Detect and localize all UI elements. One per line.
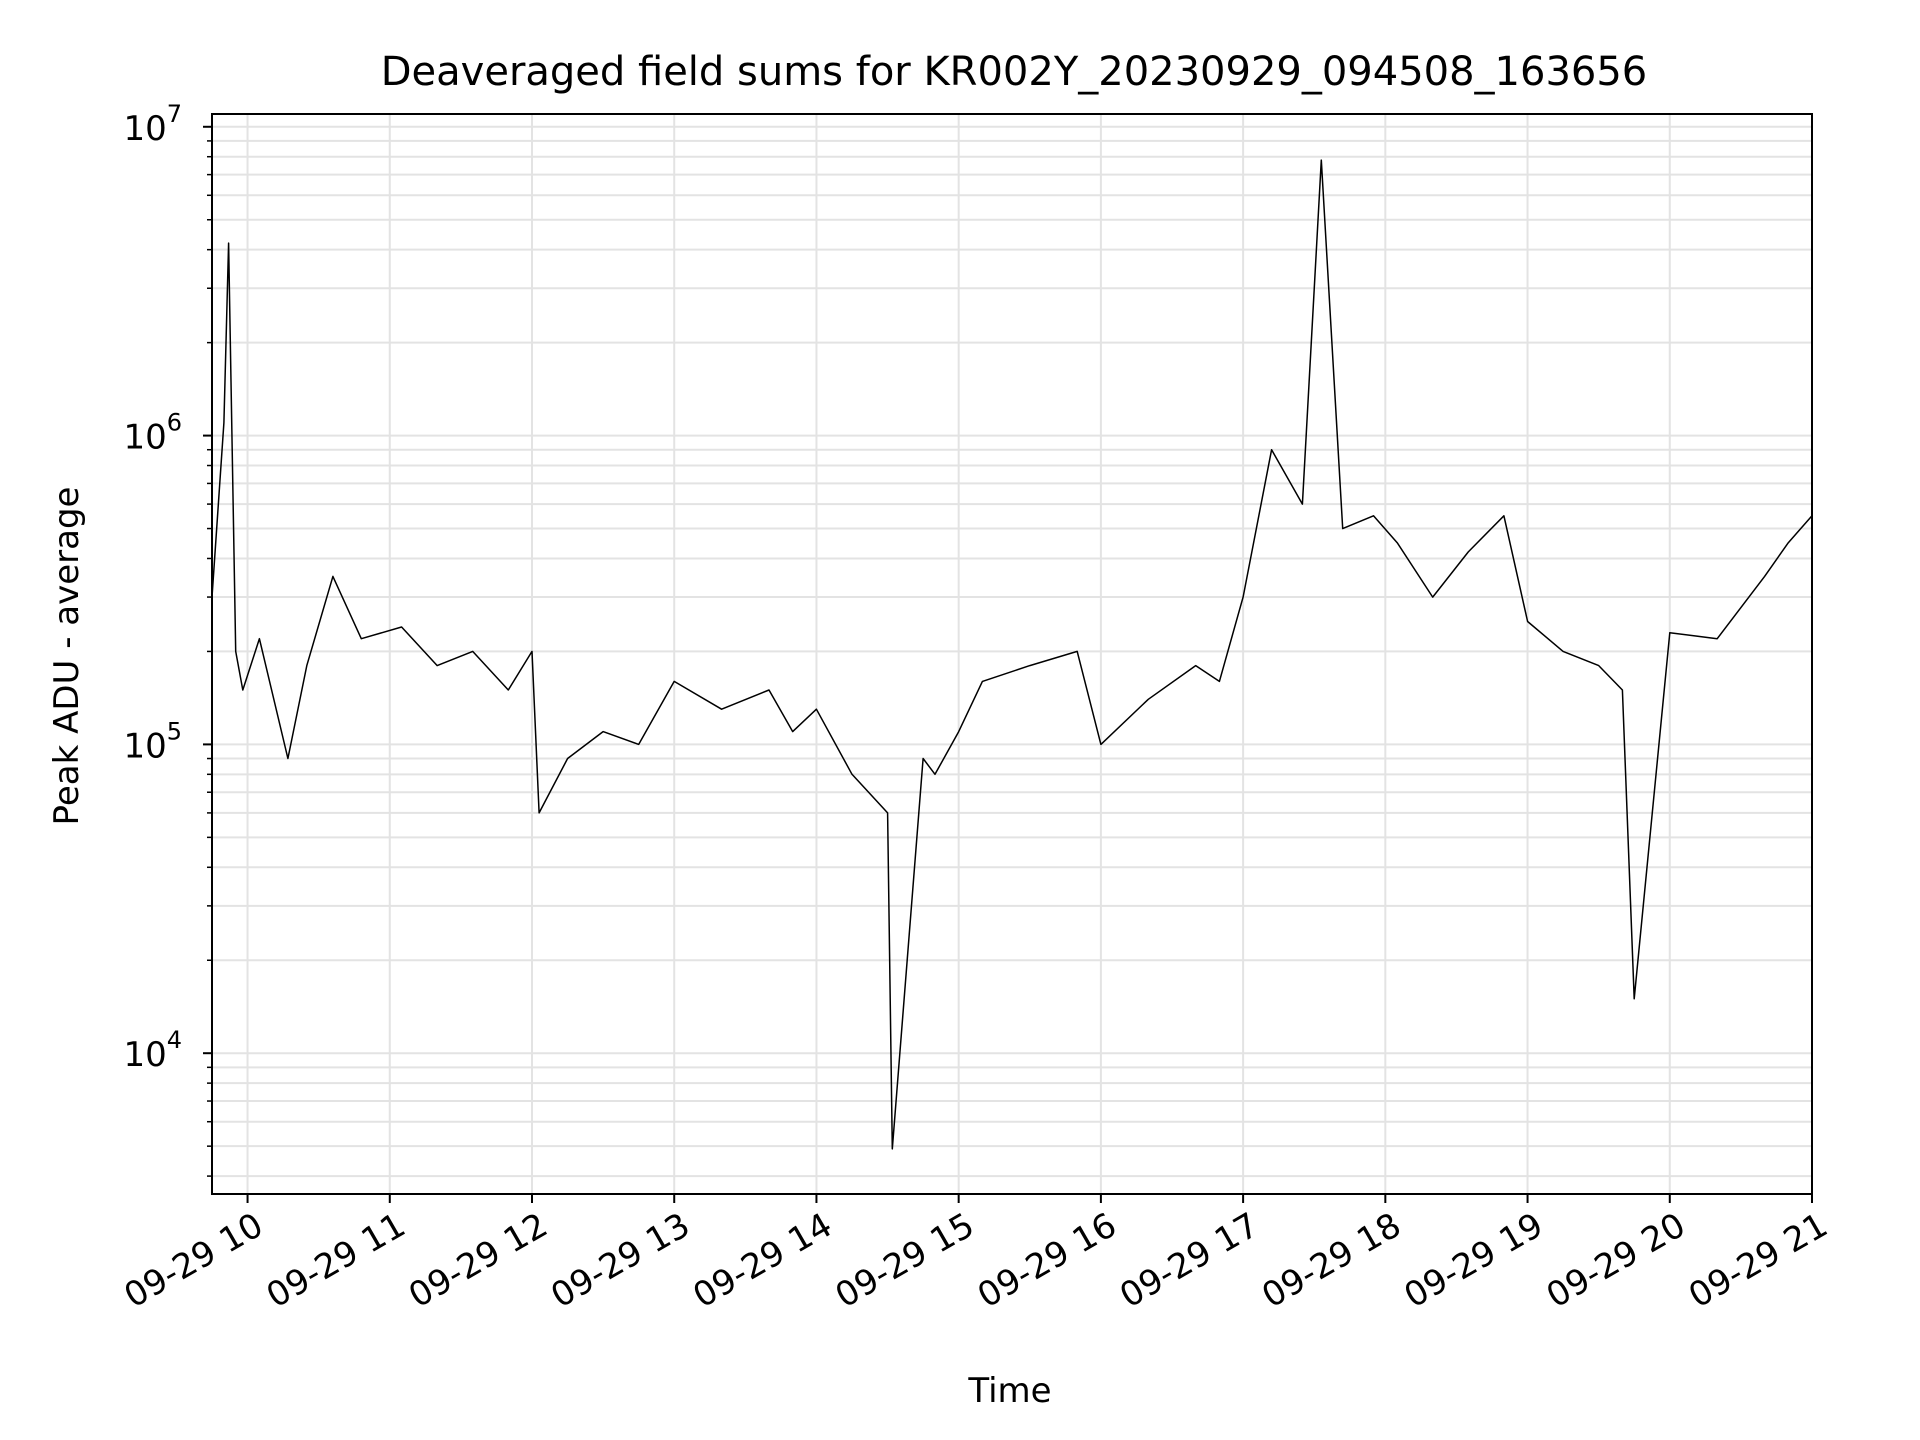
y-tick-label: 106 (123, 409, 182, 458)
x-axis-label: Time (967, 1371, 1051, 1411)
plot-area (211, 159, 1813, 1150)
series-line (211, 159, 1813, 1150)
grid (212, 114, 1813, 1194)
chart-title: Deaveraged field sums for KR002Y_2023092… (381, 49, 1648, 95)
y-tick-label: 104 (123, 1026, 182, 1075)
axes-frame (211, 113, 1813, 1195)
y-tick-label: 107 (123, 100, 182, 149)
y-axis-label: Peak ADU - average (47, 487, 87, 826)
y-tick-label: 105 (123, 717, 182, 766)
